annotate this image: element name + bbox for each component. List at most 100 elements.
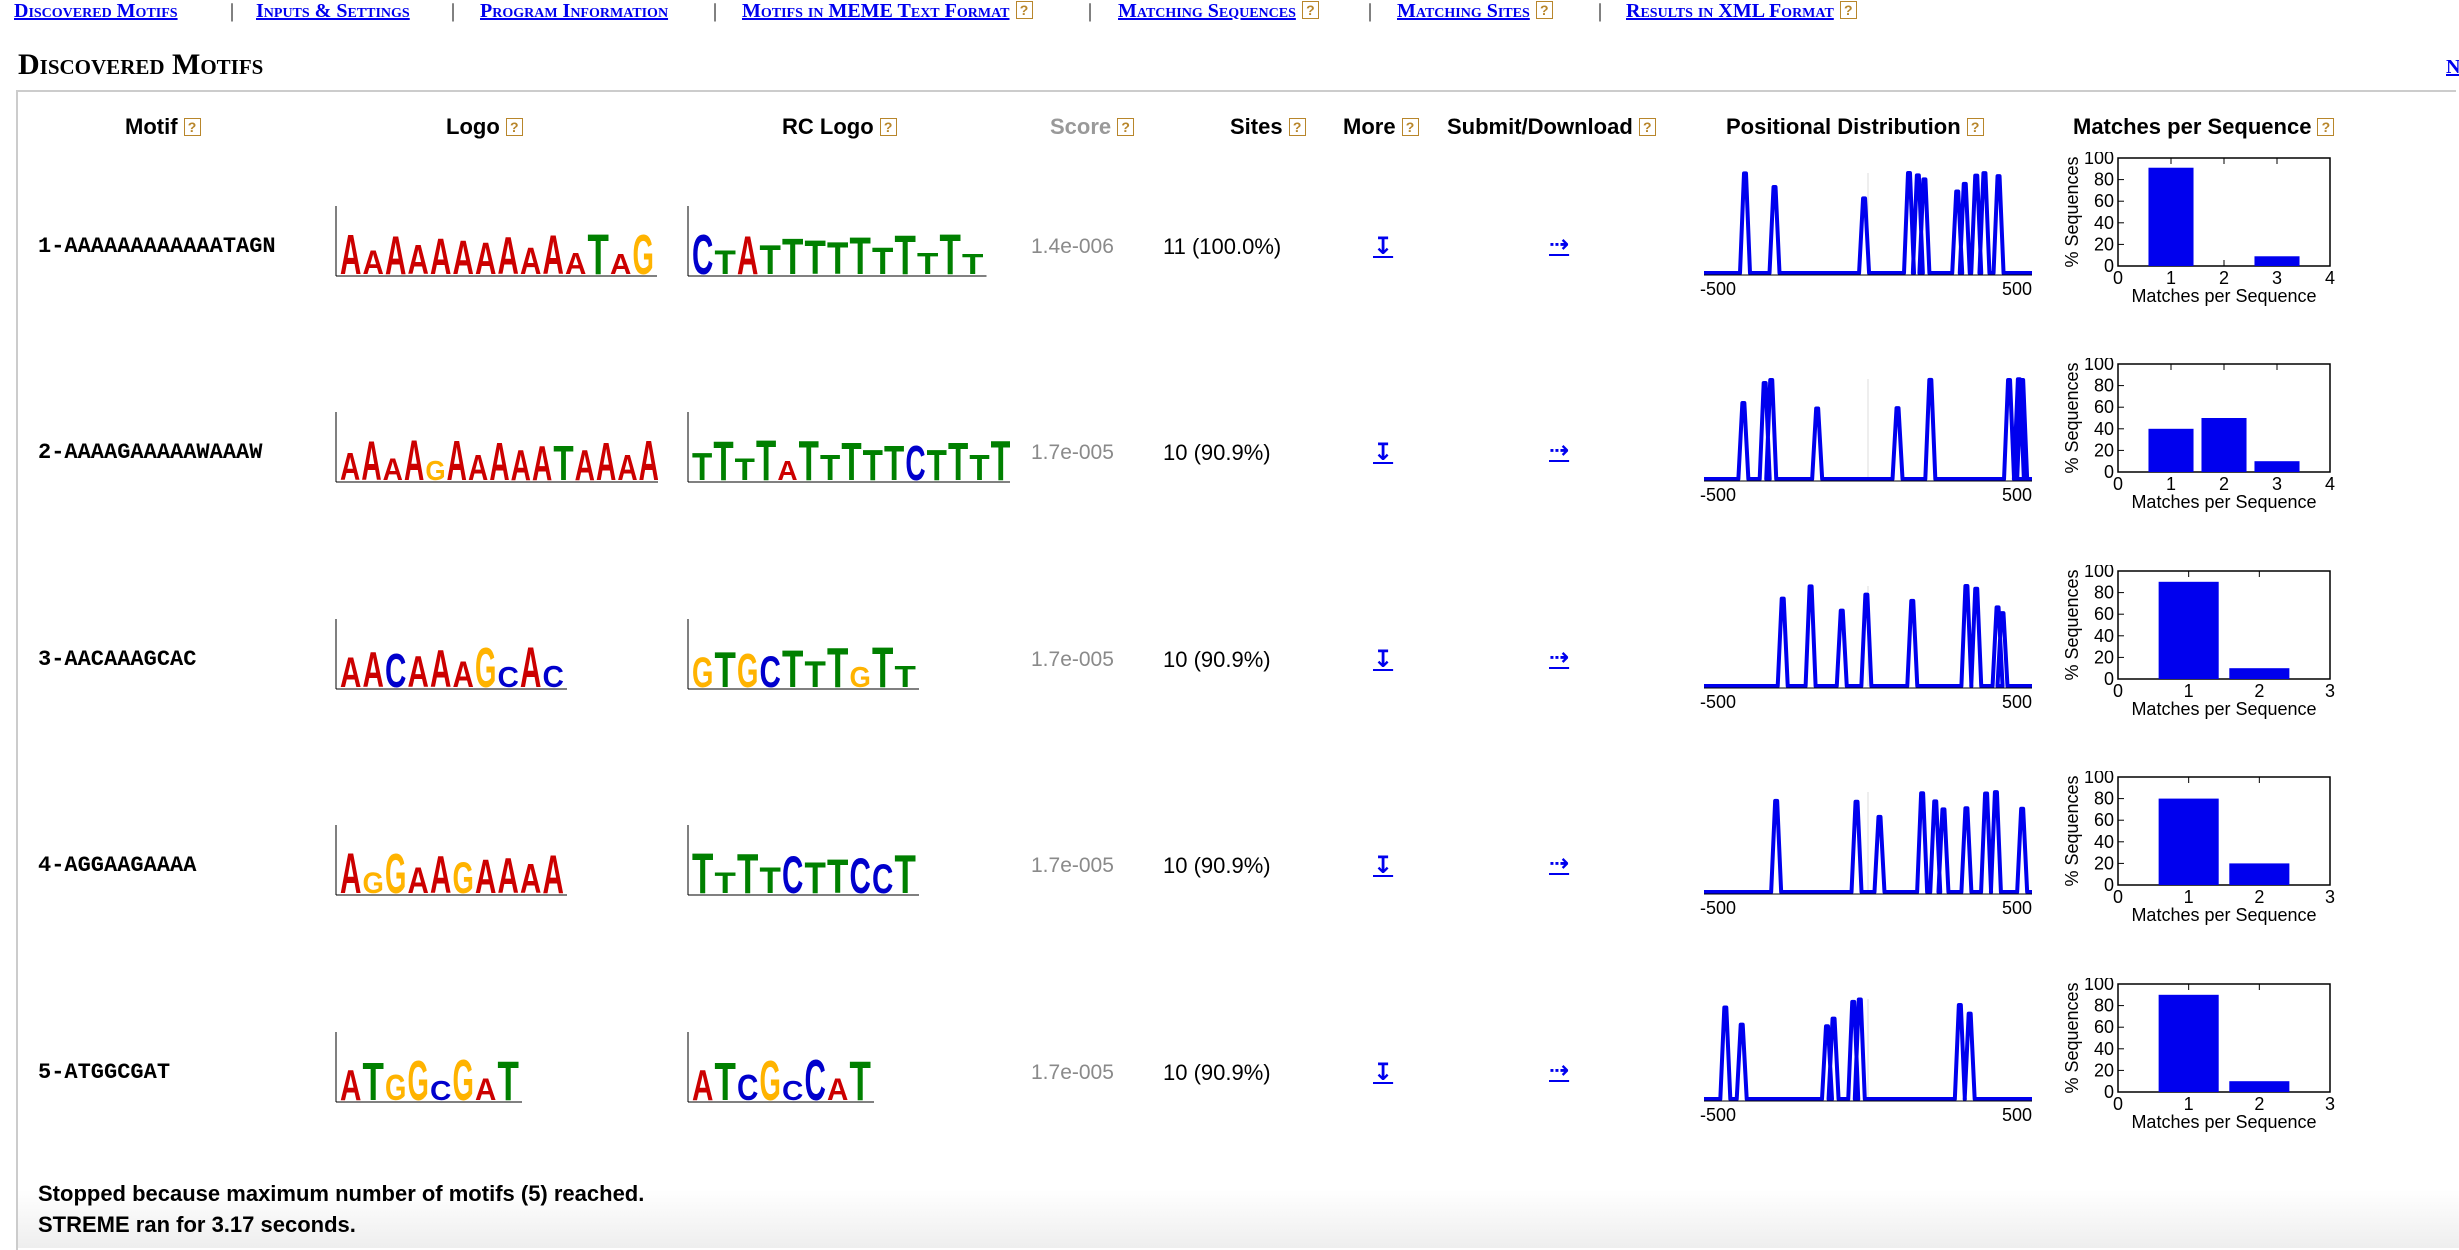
help-icon[interactable]: ?: [1288, 118, 1306, 136]
help-icon[interactable]: ?: [1301, 1, 1319, 19]
logo-letter: T: [872, 637, 893, 700]
logo-letter: T: [962, 248, 984, 281]
y-tick-label: 0: [2104, 875, 2114, 895]
y-tick-label: 0: [2104, 1082, 2114, 1102]
help-icon[interactable]: ?: [1966, 118, 1984, 136]
help-icon[interactable]: ?: [1535, 1, 1553, 19]
x-tick-label: 3: [2325, 681, 2335, 701]
logo-letter: C: [782, 1075, 803, 1106]
help-icon[interactable]: ?: [1839, 1, 1857, 19]
nav-meme-text-format[interactable]: Motifs in MEME Text Format?: [742, 0, 1033, 22]
help-icon[interactable]: ?: [1117, 118, 1135, 136]
y-tick-label: 0: [2104, 462, 2114, 482]
x-tick-label: 3: [2272, 474, 2282, 494]
nav-inputs-settings[interactable]: Inputs & Settings: [256, 0, 410, 22]
x-tick-label: 0: [2113, 1094, 2123, 1114]
help-icon[interactable]: ?: [1401, 118, 1419, 136]
logo-letter: T: [498, 1051, 520, 1112]
distribution-line: [1704, 790, 2032, 894]
nav-separator: |: [1598, 0, 1603, 22]
help-icon[interactable]: ?: [2317, 118, 2335, 136]
logo-letter: A: [340, 446, 360, 490]
motif-name[interactable]: 2-AAAAGAAAAAWAAAW: [38, 440, 263, 465]
help-icon[interactable]: ?: [1015, 1, 1033, 19]
logo-letter: C: [760, 647, 781, 697]
x-tick-label: 1: [2166, 268, 2176, 288]
header-sites[interactable]: Sites?: [1230, 114, 1306, 140]
help-icon[interactable]: ?: [1638, 118, 1656, 136]
submit-download-icon[interactable]: ⇢: [1549, 644, 1570, 671]
logo-letter: A: [565, 246, 586, 280]
x-tick-label: 3: [2325, 1094, 2335, 1114]
logo-letter: A: [692, 1061, 713, 1109]
logo-letter: T: [715, 1052, 736, 1112]
nav-matching-sequences[interactable]: Matching Sequences?: [1118, 0, 1319, 22]
y-axis-label: % Sequences: [2062, 156, 2082, 267]
header-logo: Logo?: [446, 114, 523, 140]
motif-score: 1.4e-006: [1031, 235, 1114, 258]
motif-sites: 10 (90.9%): [1163, 647, 1271, 672]
nav-discovered-motifs[interactable]: Discovered Motifs: [14, 0, 178, 22]
nav-matching-sites[interactable]: Matching Sites?: [1397, 0, 1553, 22]
header-positional-distribution: Positional Distribution?: [1726, 114, 1984, 140]
section-title: Discovered Motifs: [18, 48, 264, 81]
logo-letter: A: [827, 1073, 848, 1108]
more-info-icon[interactable]: ↧: [1373, 439, 1394, 466]
next-section-link[interactable]: N: [2446, 56, 2459, 79]
logo-letter: T: [969, 448, 989, 488]
nav-separator: |: [1368, 0, 1373, 22]
y-tick-label: 60: [2094, 810, 2114, 830]
more-info-icon[interactable]: ↧: [1373, 646, 1394, 673]
submit-download-icon[interactable]: ⇢: [1549, 231, 1570, 258]
logo-letter: T: [715, 643, 736, 698]
logo-letter: T: [715, 245, 737, 282]
header-motif: Motif?: [125, 114, 201, 140]
motif-name[interactable]: 5-ATGGCGAT: [38, 1060, 171, 1085]
logo-letter: A: [340, 1061, 361, 1109]
motif-name[interactable]: 3-AACAAAGCAC: [38, 647, 197, 672]
logo-letter: A: [340, 224, 361, 287]
help-icon[interactable]: ?: [505, 118, 523, 136]
more-info-icon[interactable]: ↧: [1373, 1059, 1394, 1086]
more-info-icon[interactable]: ↧: [1373, 233, 1394, 260]
more-info-icon[interactable]: ↧: [1373, 852, 1394, 879]
y-tick-label: 20: [2094, 647, 2114, 667]
header-more: More?: [1343, 114, 1419, 140]
submit-download-icon[interactable]: ⇢: [1549, 1057, 1570, 1084]
motif-name[interactable]: 4-AGGAAGAAAA: [38, 853, 197, 878]
logo-letter: C: [543, 659, 564, 693]
y-tick-label: 80: [2094, 996, 2114, 1016]
logo-letter: G: [633, 224, 654, 287]
submit-download-icon[interactable]: ⇢: [1549, 437, 1570, 464]
positional-distribution-chart: -500 500: [1700, 171, 2032, 299]
help-icon[interactable]: ?: [183, 118, 201, 136]
logo-letter: T: [805, 232, 827, 285]
logo-letter: A: [498, 226, 519, 286]
y-tick-label: 100: [2084, 565, 2114, 581]
distribution-line: [1704, 377, 2032, 481]
nav-results-xml[interactable]: Results in XML Format?: [1626, 0, 1857, 22]
logo-letter: T: [735, 453, 756, 488]
logo-letter: G: [737, 645, 758, 699]
submit-download-icon[interactable]: ⇢: [1549, 850, 1570, 877]
logo-letter: T: [850, 1051, 872, 1112]
x-axis-label: Matches per Sequence: [2131, 492, 2316, 512]
logo-letter: A: [408, 859, 429, 901]
y-tick-label: 80: [2094, 376, 2114, 396]
motif-name[interactable]: 1-AAAAAAAAAAAATAGN: [38, 234, 276, 259]
y-tick-label: 60: [2094, 397, 2114, 417]
help-icon[interactable]: ?: [879, 118, 897, 136]
header-score[interactable]: Score?: [1050, 114, 1135, 140]
motif-score: 1.7e-005: [1031, 854, 1114, 877]
logo-letter: T: [850, 226, 871, 286]
x-tick-label: 0: [2113, 474, 2123, 494]
logo-letter: T: [782, 227, 804, 285]
logo-letter: C: [737, 1068, 758, 1108]
nav-program-information[interactable]: Program Information: [480, 0, 669, 22]
logo-letter: A: [596, 432, 616, 492]
y-tick-label: 100: [2084, 152, 2114, 168]
logo-letter: A: [532, 436, 552, 491]
distribution-line: [1704, 171, 2032, 275]
pos-axis-max: 500: [2002, 279, 2032, 299]
